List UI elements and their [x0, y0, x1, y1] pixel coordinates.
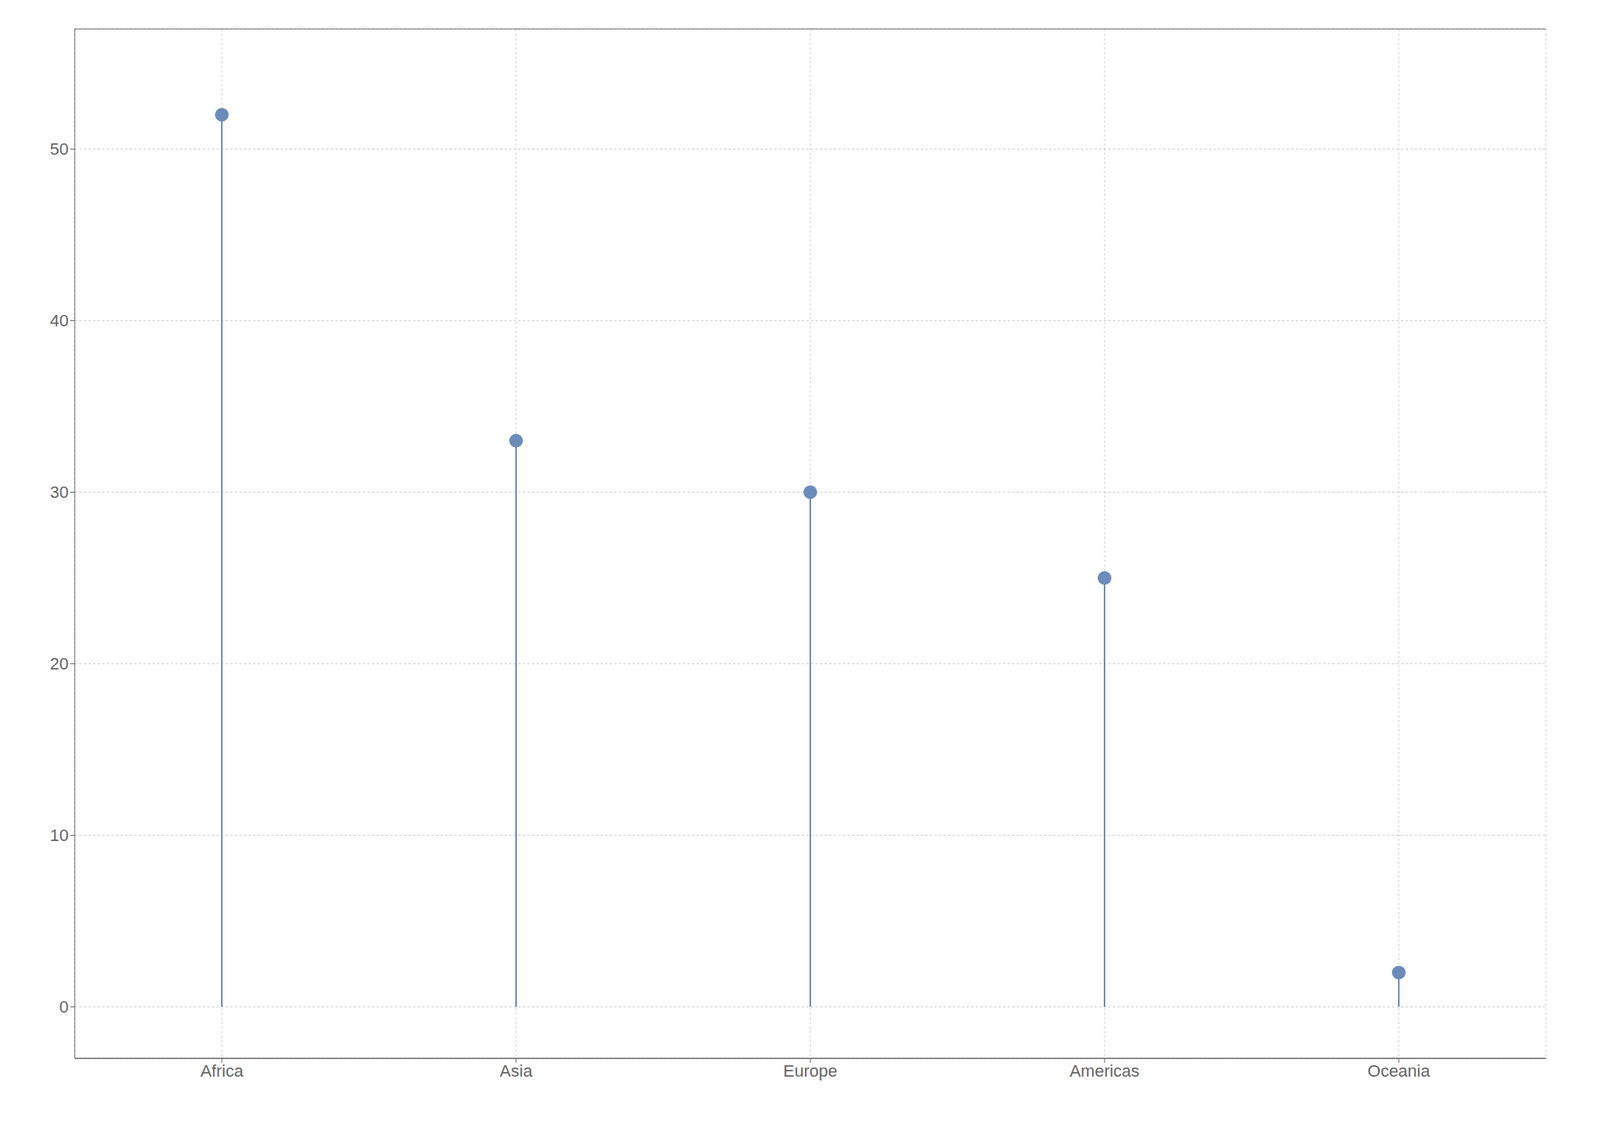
svg-text:Americas: Americas — [1069, 1061, 1140, 1081]
svg-text:Asia: Asia — [500, 1061, 534, 1081]
svg-text:Europe: Europe — [783, 1061, 838, 1081]
svg-text:Oceania: Oceania — [1367, 1061, 1431, 1081]
svg-text:Africa: Africa — [200, 1061, 244, 1081]
svg-text:20: 20 — [50, 654, 69, 674]
svg-text:0: 0 — [59, 997, 69, 1017]
svg-text:30: 30 — [50, 482, 69, 502]
svg-text:10: 10 — [50, 825, 69, 845]
svg-text:50: 50 — [50, 139, 69, 159]
svg-text:40: 40 — [50, 311, 69, 331]
